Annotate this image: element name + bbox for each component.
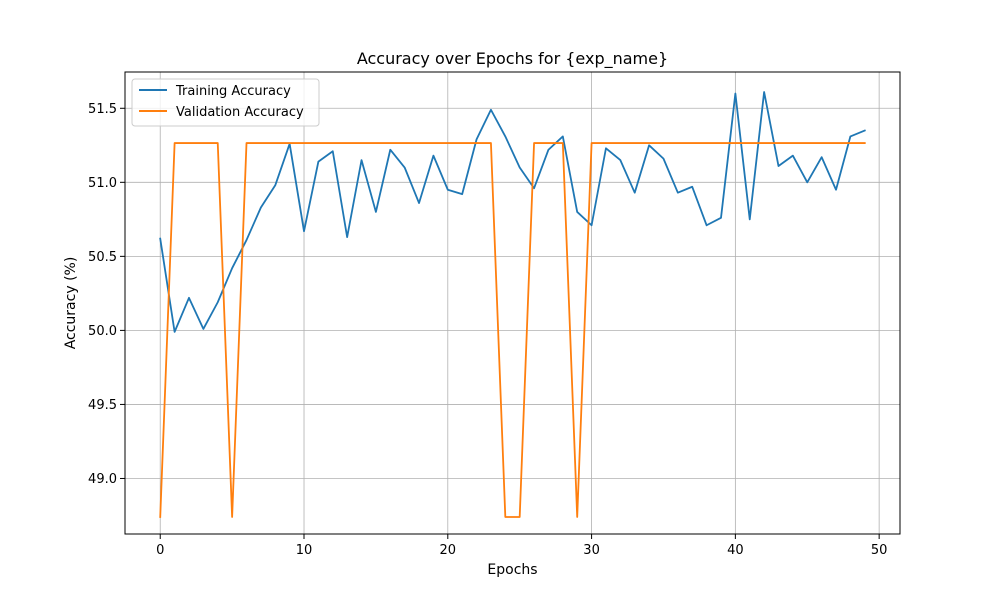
series-line-training-accuracy [159,91,866,333]
x-axis-label: Epochs [487,562,537,578]
y-tick-label: 51.5 [88,102,117,117]
y-tick-label: 49.5 [88,398,117,413]
x-tick-label: 20 [440,543,457,558]
tick-layer: 0 10 20 30 40 50 49.0 49.5 50.0 50.5 51.0 51.5 [88,102,887,558]
legend-box [131,78,320,127]
y-tick-label: 50.0 [88,324,117,339]
plot-frame [124,71,901,535]
x-tick-label: 50 [871,543,888,558]
x-tick-label: 30 [583,543,600,558]
y-tick-label: 50.5 [88,250,117,265]
y-tick-label: 49.0 [88,472,117,487]
legend-label-training: Training Accuracy [175,84,291,99]
legend: Training Accuracy Validation Accuracy [131,78,320,127]
y-tick-label: 51.0 [88,176,117,191]
x-tick-label: 0 [156,543,164,558]
x-tick-label: 10 [296,543,313,558]
y-axis-label: Accuracy (%) [63,257,79,350]
grid-layer [125,72,900,534]
series-line-validation-accuracy [159,142,866,518]
series-layer [159,91,866,518]
legend-label-validation: Validation Accuracy [176,105,304,120]
chart-title: Accuracy over Epochs for {exp_name} [357,49,668,69]
x-tick-label: 40 [727,543,744,558]
